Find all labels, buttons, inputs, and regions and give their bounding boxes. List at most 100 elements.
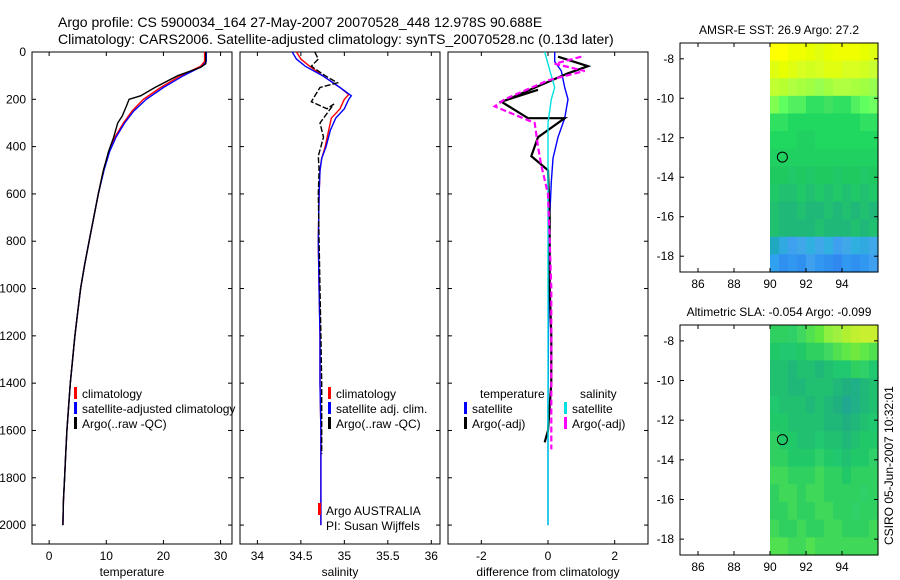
series-line-argo-raw-qc- <box>62 52 207 526</box>
heatmap-cell <box>833 95 843 115</box>
y-tick-label: -18 <box>657 249 675 263</box>
heatmap-cell <box>788 254 798 273</box>
y-tick-label: -10 <box>657 374 675 388</box>
heatmap-cell <box>860 448 870 468</box>
heatmap-cell <box>779 413 789 432</box>
heatmap-cell <box>806 484 816 503</box>
heatmap-cell <box>815 166 825 185</box>
legend-label: Argo(-adj) <box>472 417 525 431</box>
heatmap-cell <box>797 60 807 79</box>
heatmap-cell <box>815 60 825 79</box>
sla-map-title: Altimetric SLA: -0.054 Argo: -0.099 <box>687 305 872 319</box>
difference-xlabel: difference from climatology <box>476 565 619 579</box>
heatmap-cell <box>824 448 834 468</box>
x-tick-label: 94 <box>835 277 849 291</box>
heatmap-cell <box>797 78 807 97</box>
heatmap-cell <box>860 254 870 273</box>
heatmap-cell <box>770 431 780 450</box>
heatmap-cell <box>851 342 861 361</box>
heatmap-cell <box>806 78 816 97</box>
heatmap-cell <box>851 413 861 432</box>
heatmap-cell <box>788 219 798 238</box>
heatmap-cell <box>788 484 798 503</box>
heatmap-cell <box>842 78 852 97</box>
heatmap-cell <box>815 254 825 273</box>
annotation-swatch <box>318 503 321 515</box>
heatmap-cell <box>851 78 861 97</box>
heatmap-cell <box>824 342 834 361</box>
heatmap-cell <box>851 95 861 115</box>
x-tick-label: 30 <box>214 549 228 563</box>
heatmap-cell <box>824 484 834 503</box>
heatmap-cell <box>815 501 825 521</box>
heatmap-cell <box>788 43 798 62</box>
heatmap-cell <box>851 183 861 203</box>
heatmap-cell <box>770 484 780 503</box>
heatmap-cell <box>860 219 870 238</box>
heatmap-cell <box>788 413 798 432</box>
heatmap-cell <box>851 519 861 538</box>
heatmap-cell <box>797 466 807 485</box>
heatmap-cell <box>869 201 879 220</box>
heatmap-cell <box>815 219 825 238</box>
legend-swatch <box>74 402 77 414</box>
heatmap-cell <box>815 78 825 97</box>
legend-swatch <box>564 417 567 429</box>
heatmap-cell <box>833 378 843 397</box>
heatmap-cell <box>833 254 843 273</box>
heatmap-cell <box>779 537 789 556</box>
figure-title-line2: Climatology: CARS2006. Satellite-adjuste… <box>58 31 614 47</box>
heatmap-cell <box>770 95 780 115</box>
heatmap-cell <box>770 325 780 344</box>
heatmap-cell <box>797 113 807 132</box>
x-tick-label: 0 <box>46 549 53 563</box>
heatmap-cell <box>779 78 789 97</box>
heatmap-cell <box>860 201 870 220</box>
heatmap-cell <box>860 431 870 450</box>
heatmap-cell <box>824 519 834 538</box>
heatmap-cell <box>788 395 798 415</box>
heatmap-cell <box>833 60 843 79</box>
y-tick-label: -14 <box>657 453 675 467</box>
y-tick-label: 800 <box>6 234 26 248</box>
heatmap-cell <box>779 113 789 132</box>
heatmap-cell <box>842 484 852 503</box>
heatmap-cell <box>770 43 780 62</box>
series-line-argo-raw-qc- <box>310 51 340 455</box>
legend-label: satellite <box>572 402 613 416</box>
heatmap-cell <box>824 78 834 97</box>
heatmap-cell <box>815 378 825 397</box>
heatmap-cell <box>815 484 825 503</box>
x-tick-label: 86 <box>691 560 705 574</box>
heatmap-cell <box>815 236 825 255</box>
heatmap-cell <box>860 60 870 79</box>
x-tick-label: 10 <box>100 549 114 563</box>
x-tick-label: 35 <box>338 549 352 563</box>
heatmap-cell <box>833 78 843 97</box>
x-tick-label: 92 <box>799 560 813 574</box>
heatmap-cell <box>869 219 879 238</box>
heatmap-cell <box>824 360 834 379</box>
heatmap-cell <box>851 501 861 521</box>
heatmap-cell <box>869 484 879 503</box>
heatmap-cell <box>842 166 852 185</box>
x-tick-label: 90 <box>763 277 777 291</box>
heatmap-cell <box>851 219 861 238</box>
heatmap-cell <box>833 448 843 468</box>
legend-label: climatology <box>336 387 396 401</box>
heatmap-cell <box>770 254 780 273</box>
y-tick-label: 0 <box>19 45 26 59</box>
heatmap-cell <box>788 131 798 150</box>
heatmap-cell <box>770 448 780 468</box>
heatmap-cell <box>806 519 816 538</box>
heatmap-cell <box>806 60 816 79</box>
heatmap-cell <box>842 183 852 203</box>
legend-label: satellite-adjusted climatology <box>82 402 235 416</box>
heatmap-cell <box>833 431 843 450</box>
heatmap-cell <box>833 395 843 415</box>
heatmap-cell <box>770 148 780 167</box>
heatmap-cell <box>824 183 834 203</box>
heatmap-cell <box>788 183 798 203</box>
heatmap-cell <box>851 131 861 150</box>
heatmap-cell <box>815 95 825 115</box>
